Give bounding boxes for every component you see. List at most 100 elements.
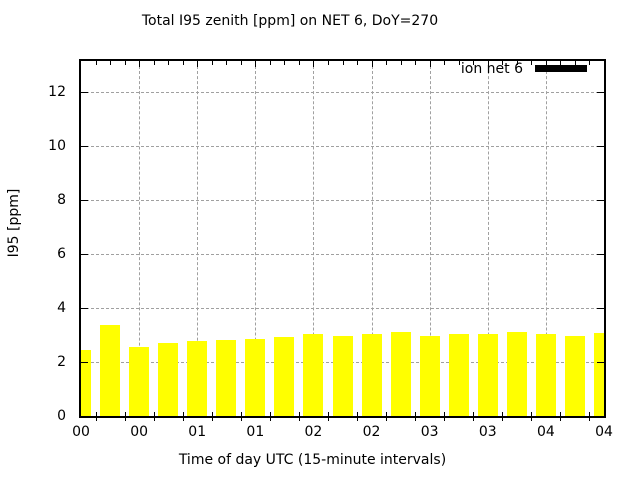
top-axis-tick [386,61,388,65]
bar [332,335,353,416]
top-axis-tick [226,61,228,65]
vertical-gridline [197,61,199,416]
top-axis-tick [545,61,547,67]
left-axis-tick [81,308,88,309]
top-axis-tick [211,61,213,65]
bottom-axis-tick [560,412,562,421]
y-tick-label: 2 [57,354,66,370]
plot-area [79,59,606,418]
horizontal-gridline [81,146,604,148]
y-tick-label: 10 [48,138,66,155]
top-axis-tick [516,61,518,65]
bottom-axis-tick [531,412,533,421]
bottom-axis-tick [357,412,359,421]
top-axis-tick [531,61,533,65]
top-axis-tick [124,61,126,65]
top-axis-tick [240,61,242,65]
bottom-axis-tick [298,412,300,421]
y-tick-label: 4 [57,300,66,316]
bar [361,334,382,416]
bar [448,333,469,416]
bottom-axis-tick [269,412,271,421]
vertical-gridline [139,61,141,416]
right-axis-tick [597,146,604,148]
x-tick-label: 01 [246,424,265,440]
x-tick-label: 04 [595,424,613,440]
bar [245,339,266,416]
right-axis-tick [597,92,604,94]
horizontal-gridline [81,92,604,94]
left-axis-tick [81,92,88,94]
vertical-gridline [545,61,547,416]
bottom-axis-tick [124,412,126,421]
x-tick-label: 04 [536,424,555,440]
vertical-gridline [313,61,315,416]
bar [564,336,585,416]
top-axis-tick [168,61,170,65]
top-axis-tick [327,61,329,65]
left-axis-tick [81,200,88,202]
bar [216,340,237,416]
top-axis-tick [502,61,504,65]
top-axis-tick [400,61,402,65]
y-tick-label: 0 [57,408,66,424]
horizontal-gridline [81,200,604,202]
x-tick-label: 03 [420,424,439,440]
bar [477,333,498,416]
vertical-gridline [371,61,373,416]
x-tick-label: 03 [478,424,497,440]
vertical-gridline [429,61,431,416]
right-axis-tick [597,308,604,309]
top-axis-tick [342,61,344,65]
bar [303,333,324,416]
top-axis-tick [110,61,112,65]
y-tick-label: 8 [57,192,66,209]
bar [594,333,604,416]
bottom-axis-tick [327,412,329,421]
top-axis-tick [284,61,286,65]
top-axis-tick [255,61,257,67]
top-axis-tick [357,61,359,65]
top-axis-tick [95,61,97,65]
bottom-axis-tick [153,412,155,421]
right-axis-tick [597,200,604,202]
horizontal-gridline [81,308,604,309]
y-tick-label: 6 [57,246,66,263]
x-tick-label: 02 [362,424,381,440]
y-tick-label: 12 [48,84,66,101]
bottom-axis-tick [95,412,97,421]
left-axis-tick [81,146,88,148]
bar [390,332,411,416]
x-tick-label: 00 [72,424,90,440]
legend-label: ion net 6 [460,61,523,77]
bar [158,343,179,416]
top-axis-tick [371,61,373,67]
top-axis-tick [458,61,460,65]
top-axis-tick [298,61,300,65]
top-axis-tick [473,61,475,65]
bar [506,332,527,416]
top-axis-tick [197,61,199,67]
x-axis-label: Time of day UTC (15-minute intervals) [178,452,447,468]
top-axis-tick [313,61,315,67]
top-axis-tick [429,61,431,67]
vertical-gridline [487,61,489,416]
bottom-axis-tick [240,412,242,421]
bottom-axis-tick [589,412,591,421]
bar [81,350,91,416]
bar [187,341,208,416]
bottom-axis-tick [211,412,213,421]
bar [535,334,556,416]
top-axis-tick [139,61,141,67]
left-axis-tick [81,362,88,363]
top-axis-tick [444,61,446,65]
top-axis-tick [589,61,591,65]
right-axis-tick [597,362,604,363]
bottom-axis-tick [473,412,475,421]
vertical-gridline [255,61,257,416]
chart-title: Total I95 zenith [ppm] on NET 6, DoY=270 [141,13,439,29]
bottom-axis-tick [444,412,446,421]
x-tick-label: 00 [130,424,149,440]
bottom-axis-tick [182,412,184,421]
